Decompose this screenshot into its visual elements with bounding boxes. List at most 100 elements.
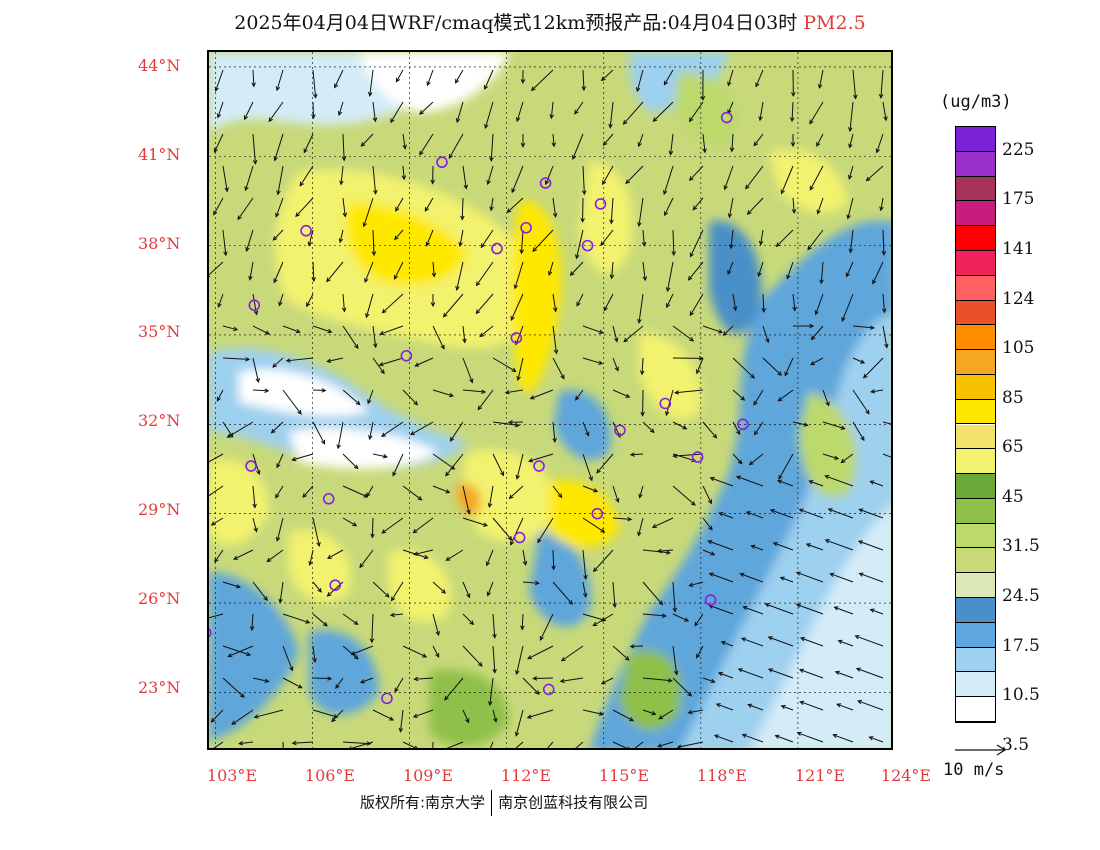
wind-arrow bbox=[335, 677, 344, 690]
wind-arrow bbox=[492, 421, 521, 428]
city-marker bbox=[491, 242, 503, 255]
city-marker bbox=[614, 424, 626, 437]
wind-arrow bbox=[882, 325, 889, 349]
wind-arrow bbox=[852, 325, 875, 330]
wind-arrow bbox=[612, 645, 630, 661]
wind-arrow bbox=[672, 581, 678, 613]
wind-arrow bbox=[612, 357, 619, 372]
wind-arrow bbox=[326, 357, 344, 363]
city-markers bbox=[209, 111, 749, 705]
wind-arrow bbox=[430, 165, 435, 185]
wind-arrow bbox=[475, 261, 494, 287]
wind-arrow bbox=[774, 734, 794, 743]
wind-arrow bbox=[622, 101, 644, 125]
wind-arrow bbox=[576, 293, 584, 307]
wind-arrow bbox=[702, 325, 724, 334]
wind-arrow bbox=[455, 261, 464, 291]
wind-arrow bbox=[462, 485, 471, 515]
legend-label: 124 bbox=[1002, 288, 1035, 309]
wind-arrow bbox=[792, 323, 815, 329]
lat-label-38: 38°N bbox=[138, 234, 181, 253]
wind-arrow bbox=[672, 453, 704, 459]
city-marker bbox=[691, 451, 704, 463]
wind-arrow bbox=[462, 581, 471, 599]
wind-arrow bbox=[266, 549, 284, 563]
wind-arrow bbox=[414, 357, 434, 367]
wind-arrow bbox=[209, 453, 224, 463]
wind-arrow bbox=[854, 634, 884, 647]
wind-arrow bbox=[210, 709, 224, 723]
wind-arrow bbox=[600, 69, 614, 82]
wind-arrow bbox=[379, 325, 404, 336]
wind-arrow bbox=[336, 421, 344, 450]
wind-arrow bbox=[342, 517, 358, 527]
wind-arrow bbox=[732, 453, 743, 465]
wind-arrow bbox=[507, 420, 524, 425]
wind-arrow bbox=[368, 421, 374, 441]
wind-arrow bbox=[702, 133, 707, 154]
wind-arrow bbox=[642, 709, 657, 716]
wind-arrow bbox=[723, 165, 734, 191]
lon-label-106: 106°E bbox=[304, 766, 356, 785]
city-marker bbox=[322, 493, 335, 505]
wind-arrow bbox=[398, 709, 404, 733]
wind-arrow bbox=[881, 229, 887, 256]
wind-arrow bbox=[394, 229, 404, 241]
wind-arrow bbox=[789, 101, 795, 123]
legend-swatch bbox=[956, 250, 995, 276]
wind-arrow bbox=[700, 69, 706, 101]
wind-arrow bbox=[792, 421, 809, 427]
legend-swatch bbox=[956, 151, 995, 177]
wind-arrow bbox=[727, 197, 734, 219]
wind-arrow bbox=[342, 453, 359, 470]
wind-arrow bbox=[251, 69, 256, 88]
wind-arrow bbox=[791, 69, 796, 98]
wind-arrow bbox=[742, 605, 764, 615]
title-text: 2025年04月04日WRF/cmaq模式12km预报产品:04月04日03时 bbox=[234, 12, 798, 34]
wind-arrow bbox=[492, 517, 513, 541]
wind-arrow bbox=[642, 581, 664, 606]
wind-arrow bbox=[445, 453, 464, 477]
concentration-field bbox=[209, 52, 891, 748]
wind-arrow bbox=[688, 165, 704, 182]
wind-arrow bbox=[511, 165, 524, 194]
wind-arrow bbox=[708, 572, 734, 583]
wind-arrow bbox=[602, 133, 614, 146]
wind-arrow bbox=[547, 741, 554, 748]
wind-arrow bbox=[488, 677, 494, 707]
wind-arrow bbox=[449, 421, 464, 442]
wind-arrow bbox=[365, 293, 374, 319]
wind-arrow bbox=[372, 101, 378, 123]
wind-arrow bbox=[349, 741, 374, 748]
wind-arrow bbox=[486, 581, 494, 597]
wind-arrow bbox=[582, 709, 604, 716]
wind-arrow bbox=[651, 517, 674, 528]
city-marker bbox=[720, 111, 733, 124]
wind-arrow bbox=[489, 133, 494, 162]
wind-arrow bbox=[424, 197, 434, 212]
wind-arrow bbox=[253, 709, 284, 719]
city-marker bbox=[591, 507, 604, 520]
wind-arrow bbox=[530, 69, 554, 92]
wind-arrow bbox=[865, 165, 884, 182]
wind-arrow bbox=[833, 606, 854, 615]
wind-arrow bbox=[306, 293, 314, 308]
lon-label-112: 112°E bbox=[500, 766, 552, 785]
wind-arrow bbox=[741, 733, 764, 743]
lat-label-29: 29°N bbox=[138, 500, 181, 519]
wind-arrow bbox=[596, 453, 614, 474]
legend-swatch bbox=[956, 672, 995, 698]
lon-label-124: 124°E bbox=[880, 766, 932, 785]
wind-arrow bbox=[753, 133, 764, 147]
wind-arrow bbox=[836, 703, 854, 711]
wind-arrow bbox=[852, 69, 858, 100]
wind-arrow bbox=[311, 261, 316, 283]
wind-arrow bbox=[872, 261, 884, 285]
wind-arrow bbox=[676, 741, 704, 748]
city-marker bbox=[659, 397, 672, 410]
wind-arrow bbox=[462, 645, 483, 667]
wind-arrow bbox=[244, 165, 254, 192]
lon-label-109: 109°E bbox=[402, 766, 454, 785]
lat-label-44: 44°N bbox=[138, 56, 181, 75]
wind-arrow bbox=[658, 709, 674, 720]
